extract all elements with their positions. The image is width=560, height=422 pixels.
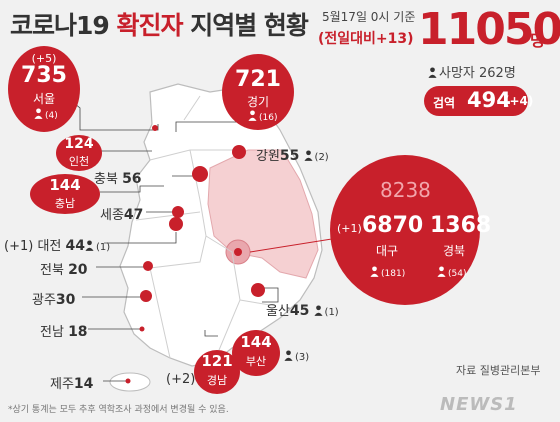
person-icon xyxy=(284,350,293,361)
incheon-name: 인천 xyxy=(68,155,90,168)
bubble-chungnam xyxy=(30,174,100,214)
region-dots xyxy=(125,125,265,384)
bubble-busan xyxy=(232,330,280,376)
watermark: NEWS1 xyxy=(440,394,518,415)
bubble-gyeongnam xyxy=(194,350,240,394)
label-jeonnam: 전남 18 xyxy=(40,324,88,340)
dot-daejeon xyxy=(169,217,183,231)
deaths-text: 사망자 262명 xyxy=(439,66,516,81)
quarantine-label: 검역 xyxy=(433,96,456,110)
label-sejong: 세종47 xyxy=(100,207,144,223)
incheon-value: 124 xyxy=(64,136,94,152)
source-credit: 자료 질병관리본부 xyxy=(456,364,541,377)
person-icon xyxy=(428,67,437,78)
person-icon xyxy=(303,150,313,161)
bubble-seoul xyxy=(8,46,80,132)
total-unit: 명 xyxy=(530,31,545,50)
label-ulsan: 울산45 (1) xyxy=(266,303,339,319)
total-cases: 11050 xyxy=(418,4,560,55)
seoul-deaths: (4) xyxy=(34,108,58,121)
title-part-b: 확진자 xyxy=(116,11,184,40)
province-borders xyxy=(135,95,277,363)
footnote: *상기 통계는 모두 추후 역학조사 과정에서 변경될 수 있음. xyxy=(8,405,229,415)
bubble-gyeonggi xyxy=(222,54,294,130)
gyeongbuk-deaths: (54) xyxy=(437,266,466,279)
gyeongnam-name: 경남 xyxy=(206,374,228,387)
gyeongnam-value: 121 xyxy=(201,352,233,370)
chungnam-name: 충남 xyxy=(54,197,76,210)
seoul-name: 서울 xyxy=(32,92,56,106)
daegu-delta: (+1) xyxy=(337,222,362,235)
gyeonggi-value: 721 xyxy=(235,67,281,92)
dot-jeju xyxy=(125,378,131,384)
daegu-leader-line xyxy=(250,237,339,253)
person-icon xyxy=(34,108,43,119)
daegu-name: 대구 xyxy=(376,244,399,258)
deaths-count: 사망자 262명 xyxy=(428,62,516,81)
person-icon xyxy=(437,266,446,277)
dot-sejong xyxy=(172,206,184,218)
dot-gangwon xyxy=(232,145,246,159)
daegu-gyeongbuk-total: 8238 xyxy=(380,178,431,202)
busan-name: 부산 xyxy=(245,355,267,368)
dot-chungbuk xyxy=(192,166,208,182)
chungnam-value: 144 xyxy=(49,176,81,194)
person-icon xyxy=(248,110,257,121)
bubble-incheon xyxy=(56,135,102,171)
gyeonggi-deaths: (16) xyxy=(248,110,277,123)
person-icon xyxy=(85,240,94,251)
dot-incheon xyxy=(152,125,158,131)
gyeongbuk-value: 1368 xyxy=(430,213,492,238)
person-icon xyxy=(370,266,379,277)
label-busan-deaths: (3) xyxy=(284,350,309,363)
label-gyeongnam-delta: (+2) xyxy=(166,372,196,387)
quarantine-value: 494 xyxy=(467,88,511,112)
quarantine-delta: (+4) xyxy=(504,94,534,108)
title-part-a: 코로나19 xyxy=(10,11,117,40)
label-gwangju: 광주30 xyxy=(32,292,76,308)
dot-jeonnam xyxy=(139,326,145,332)
dot-ulsan xyxy=(251,283,265,297)
label-chungbuk: 충북 56 xyxy=(94,171,142,187)
label-gangwon: 강원55 (2) xyxy=(256,148,329,164)
gyeonggi-name: 경기 xyxy=(246,95,270,109)
label-jeju: 제주14 xyxy=(50,376,94,392)
page-title: 코로나19 확진자 지역별 현황 xyxy=(10,6,309,42)
quarantine-badge: 검역 494 (+4) xyxy=(424,86,533,116)
gyeongbuk-name: 경북 xyxy=(443,244,466,258)
as-of-date: 5월17일 0시 기준 xyxy=(322,10,416,24)
title-part-c: 지역별 현황 xyxy=(182,11,309,40)
daegu-deaths: (181) xyxy=(370,266,405,279)
label-jeonbuk: 전북 20 xyxy=(40,262,88,278)
seoul-value: 735 xyxy=(21,63,67,88)
dot-gwangju xyxy=(140,290,152,302)
dot-jeonbuk xyxy=(143,261,153,271)
daily-delta: (전일대비+13) xyxy=(318,31,414,47)
busan-value: 144 xyxy=(240,333,272,351)
bubble-daegu-gyeongbuk xyxy=(330,155,480,305)
dot-daegu xyxy=(234,248,242,256)
person-icon xyxy=(313,305,323,316)
seoul-delta: (+5) xyxy=(31,52,57,65)
daegu-value: 6870 xyxy=(362,213,424,238)
label-daejeon: (+1) 대전 44 (1) xyxy=(4,238,111,254)
